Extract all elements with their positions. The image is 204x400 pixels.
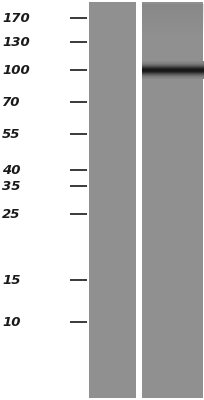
Bar <box>89 2 136 398</box>
Text: 70: 70 <box>2 96 21 108</box>
Text: 170: 170 <box>2 12 30 24</box>
Text: 35: 35 <box>2 180 21 192</box>
Text: 10: 10 <box>2 316 21 328</box>
Bar <box>203 2 204 398</box>
Text: 15: 15 <box>2 274 21 286</box>
Bar <box>88 2 89 398</box>
Text: 130: 130 <box>2 36 30 48</box>
Bar <box>142 2 203 398</box>
Text: 55: 55 <box>2 128 21 140</box>
Text: 25: 25 <box>2 208 21 220</box>
Text: 100: 100 <box>2 64 30 76</box>
Bar <box>136 2 142 398</box>
Text: 40: 40 <box>2 164 21 176</box>
